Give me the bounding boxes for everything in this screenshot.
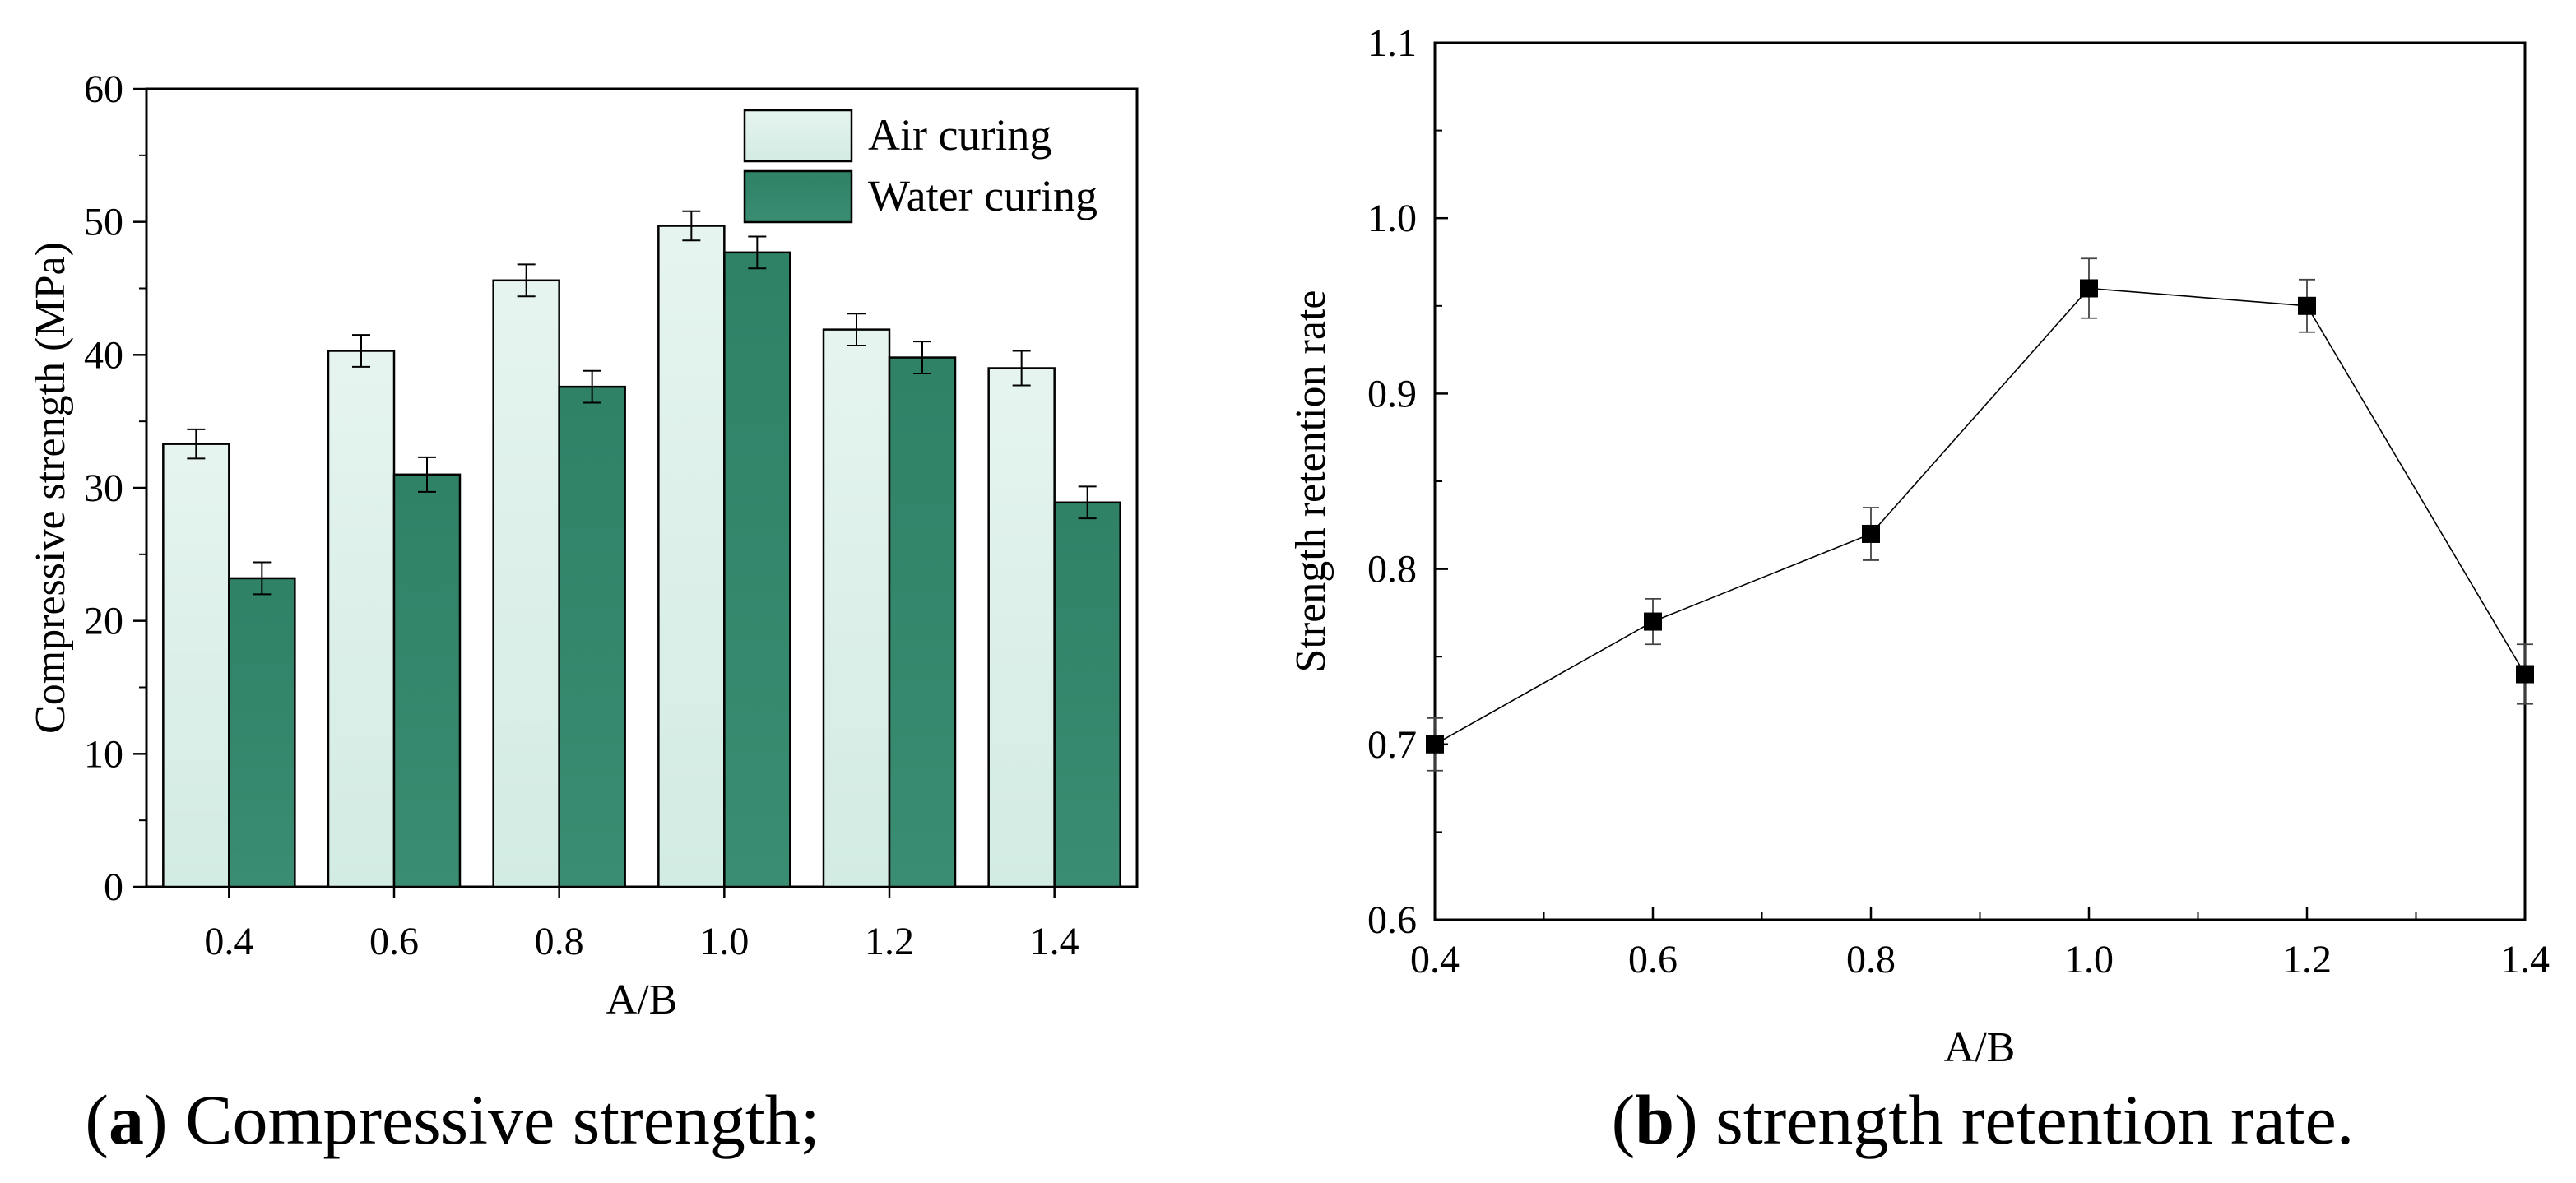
x-tick-label-b: 1.0	[2064, 938, 2114, 981]
x-tick-label-a: 1.2	[865, 920, 914, 963]
x-tick-label-b: 1.2	[2282, 938, 2332, 981]
bar-air-1.4	[987, 367, 1056, 888]
y-tick-label-a: 10	[84, 732, 123, 776]
y-axis-title-b: Strength retention rate	[1288, 290, 1334, 673]
error-bar-water-1.2	[913, 341, 931, 374]
x-tick-label-b: 0.4	[1410, 938, 1460, 981]
bar-water-0.8	[558, 385, 626, 888]
error-bar-water-0.4	[253, 561, 272, 596]
y-tick-label-a: 20	[84, 600, 123, 643]
bar-air-1.0	[657, 225, 726, 888]
data-point-b-1.0	[2080, 279, 2098, 298]
error-bar-air-1.4	[1012, 350, 1031, 387]
y-tick-label-b: 0.7	[1367, 723, 1417, 767]
y-tick-label-b: 1.1	[1367, 21, 1417, 65]
legend-label-air: Air curing	[868, 110, 1051, 160]
data-point-b-0.4	[1426, 735, 1444, 754]
y-tick-label-b: 0.8	[1367, 548, 1417, 592]
error-bar-air-1.2	[847, 313, 866, 347]
series-line-b	[1434, 287, 2526, 745]
bar-water-0.6	[392, 473, 462, 888]
error-bar-air-0.8	[517, 263, 536, 298]
y-axis-title-a: Compressive strength (MPa)	[27, 242, 74, 734]
bar-air-1.2	[822, 328, 891, 888]
caption-a: (a) Compressive strength;	[85, 1080, 819, 1159]
caption-b-letter: b	[1635, 1080, 1674, 1159]
data-point-b-0.8	[1862, 524, 1880, 543]
data-point-b-1.2	[2298, 296, 2316, 315]
y-tick-label-a: 0	[104, 865, 123, 909]
caption-b-text: strength retention rate.	[1698, 1080, 2355, 1159]
y-tick-label-a: 60	[84, 67, 123, 111]
error-bar-air-0.6	[352, 334, 370, 368]
x-tick-label-b: 1.4	[2500, 938, 2550, 981]
x-axis-title-a: A/B	[606, 977, 678, 1023]
y-tick-label-b: 0.6	[1367, 898, 1417, 942]
caption-b: (b) strength retention rate.	[1612, 1080, 2355, 1159]
caption-a-letter: a	[109, 1080, 144, 1159]
bar-water-1.4	[1053, 501, 1121, 888]
x-tick-label-a: 0.4	[204, 920, 253, 963]
error-bar-water-0.6	[418, 456, 436, 493]
bar-water-1.2	[888, 356, 957, 888]
x-tick-label-a: 1.4	[1030, 920, 1079, 963]
bar-air-0.6	[327, 350, 396, 888]
legend-label-water: Water curing	[868, 171, 1098, 220]
caption-a-text: Compressive strength;	[168, 1080, 820, 1159]
bar-water-0.4	[228, 577, 296, 888]
legend-swatch-water	[743, 169, 853, 224]
bar-water-1.0	[723, 251, 791, 888]
plot-frame-b	[1433, 41, 2527, 921]
error-bar-air-0.4	[187, 428, 206, 460]
data-point-b-0.6	[1644, 612, 1662, 631]
y-tick-label-a: 30	[84, 466, 123, 510]
bar-air-0.4	[162, 443, 230, 888]
error-bar-water-1.0	[748, 235, 767, 270]
chart-panel-a: 0 10 20 30 40 50 60 0.4 0.6 0.8 1.0 1.2 1.4 Compres…	[27, 67, 1139, 1023]
x-tick-label-a: 0.8	[535, 920, 584, 963]
x-tick-label-a: 1.0	[699, 920, 749, 963]
y-tick-label-a: 40	[84, 333, 123, 377]
x-tick-label-a: 0.6	[369, 920, 419, 963]
x-tick-label-b: 0.8	[1846, 938, 1896, 981]
error-bar-water-0.8	[583, 369, 601, 404]
x-axis-title-b: A/B	[1944, 1024, 2016, 1071]
legend-swatch-air	[743, 109, 853, 163]
x-tick-label-b: 0.6	[1628, 938, 1678, 981]
error-bar-water-1.4	[1078, 485, 1097, 520]
bar-air-0.8	[492, 279, 560, 888]
y-tick-label-a: 50	[84, 201, 123, 244]
y-tick-label-b: 1.0	[1367, 197, 1417, 240]
y-tick-label-b: 0.9	[1367, 372, 1417, 415]
data-point-b-1.4	[2516, 665, 2534, 684]
error-bar-air-1.0	[682, 210, 701, 242]
legend-a: Air curing Water curing	[743, 109, 1098, 224]
chart-panel-b: 0.60.70.80.91.01.1 0.4 0.6 0.8 1.0 1.2 1.4 St…	[1288, 21, 2550, 1071]
